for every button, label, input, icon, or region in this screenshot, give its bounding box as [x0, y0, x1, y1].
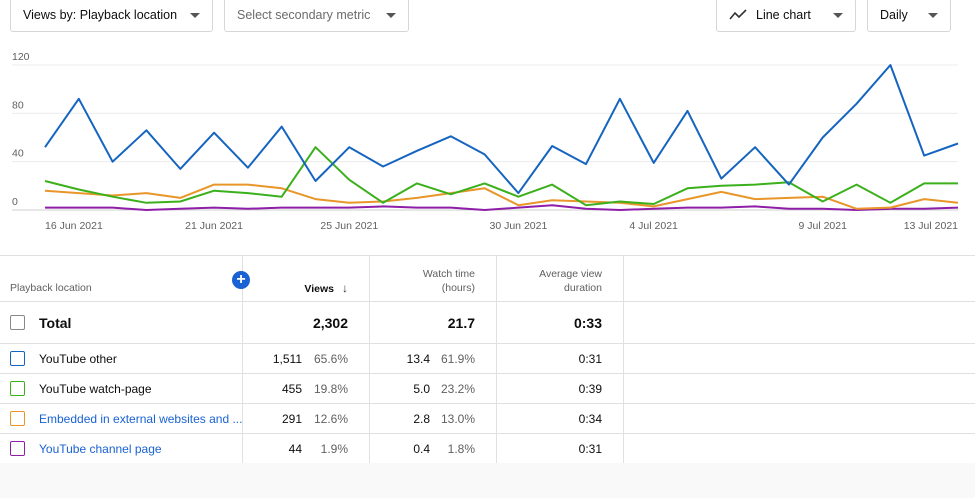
- row-views-percent: 65.6%: [313, 352, 348, 366]
- chevron-down-icon: [928, 12, 938, 18]
- row-views-percent: 1.9%: [320, 442, 348, 456]
- header-playback-location: Playback location: [10, 282, 92, 294]
- x-tick-label: 4 Jul 2021: [629, 220, 678, 232]
- y-tick-label: 40: [12, 148, 24, 160]
- period-dropdown[interactable]: Daily: [867, 0, 951, 32]
- series-checkbox[interactable]: [10, 351, 25, 366]
- row-label: YouTube other: [39, 352, 117, 366]
- series-checkbox[interactable]: [10, 381, 25, 396]
- line-chart: 0 40 80 120 16 Jun 2021 21 Jun 2021 25 Jun 202…: [12, 51, 959, 232]
- row-views: 455: [281, 382, 302, 396]
- header-watch-time[interactable]: Watch time (hours): [380, 267, 475, 295]
- column-divider: [369, 256, 370, 463]
- views-by-label: Views by: Playback location: [23, 8, 178, 22]
- column-divider: [496, 256, 497, 463]
- row-average-view-duration: 0:34: [578, 412, 602, 426]
- row-watch-time-percent: 61.9%: [440, 352, 475, 366]
- row-watch-time: 0.4: [413, 442, 430, 456]
- period-label: Daily: [880, 8, 908, 22]
- header-watch-time-line1: Watch time: [422, 268, 475, 280]
- header-watch-time-line2: (hours): [441, 282, 475, 294]
- add-column-button[interactable]: +: [232, 271, 250, 289]
- row-watch-time-percent: 23.2%: [440, 382, 475, 396]
- secondary-metric-label: Select secondary metric: [237, 8, 371, 22]
- row-label[interactable]: YouTube channel page: [39, 442, 162, 456]
- x-tick-label: 13 Jul 2021: [904, 220, 958, 232]
- sort-down-arrow-icon: ↓: [342, 281, 348, 295]
- row-watch-time-percent: 13.0%: [440, 412, 475, 426]
- x-tick-label: 16 Jun 2021: [45, 220, 103, 232]
- total-average-view-duration: 0:33: [573, 315, 602, 331]
- chevron-down-icon: [386, 12, 396, 18]
- row-watch-time: 5.0: [413, 382, 430, 396]
- y-tick-label: 0: [12, 196, 18, 208]
- row-average-view-duration: 0:31: [578, 442, 602, 456]
- x-tick-label: 30 Jun 2021: [490, 220, 548, 232]
- chevron-down-icon: [190, 12, 200, 18]
- secondary-metric-dropdown[interactable]: Select secondary metric: [224, 0, 409, 32]
- total-views: 2,302: [312, 315, 348, 331]
- chevron-down-icon: [833, 12, 843, 18]
- column-divider: [623, 256, 624, 463]
- series-line: [44, 146, 958, 207]
- column-divider: [242, 256, 243, 463]
- header-average-view-duration[interactable]: Average view duration: [505, 267, 602, 295]
- row-views: 291: [281, 412, 302, 426]
- total-row: Total 2,302 21.7 0:33: [0, 302, 975, 344]
- row-label[interactable]: Embedded in external websites and ...: [39, 412, 243, 426]
- y-tick-label: 120: [12, 51, 30, 63]
- header-avg-line2: duration: [564, 282, 602, 294]
- table-row: Embedded in external websites and ... 291…: [0, 404, 975, 434]
- chart-type-label: Line chart: [756, 8, 811, 22]
- table-row: YouTube other 1,511 65.6% 13.4 61.9% 0:31: [0, 344, 975, 374]
- y-tick-label: 80: [12, 99, 24, 111]
- row-views: 1,511: [272, 352, 302, 366]
- header-avg-line1: Average view: [539, 268, 602, 280]
- row-watch-time-percent: 1.8%: [447, 442, 475, 456]
- total-checkbox[interactable]: [10, 315, 25, 330]
- row-views: 44: [288, 442, 302, 456]
- row-average-view-duration: 0:39: [578, 382, 602, 396]
- row-views-percent: 12.6%: [313, 412, 348, 426]
- x-tick-label: 21 Jun 2021: [185, 220, 243, 232]
- series-checkbox[interactable]: [10, 441, 25, 456]
- playback-location-table: Playback location + Views ↓ Watch time (ho…: [0, 255, 975, 464]
- series-checkbox[interactable]: [10, 411, 25, 426]
- table-header-row: Playback location + Views ↓ Watch time (ho…: [0, 256, 975, 302]
- x-tick-label: 9 Jul 2021: [799, 220, 848, 232]
- row-average-view-duration: 0:31: [578, 352, 602, 366]
- total-watch-time: 21.7: [447, 315, 475, 331]
- series-line: [44, 183, 959, 210]
- table-row: YouTube channel page 44 1.9% 0.4 1.8% 0:31: [0, 434, 975, 464]
- line-chart-icon: [729, 9, 747, 20]
- header-views[interactable]: Views ↓: [260, 281, 348, 296]
- row-views-percent: 19.8%: [313, 382, 348, 396]
- row-label: YouTube watch-page: [39, 382, 152, 396]
- table-row: YouTube watch-page 455 19.8% 5.0 23.2% 0:39: [0, 374, 975, 404]
- views-by-dropdown[interactable]: Views by: Playback location: [10, 0, 213, 32]
- x-tick-label: 25 Jun 2021: [320, 220, 378, 232]
- header-views-label: Views: [304, 283, 334, 295]
- series-line: [44, 64, 959, 195]
- total-label: Total: [39, 315, 72, 331]
- row-watch-time: 2.8: [413, 412, 430, 426]
- row-watch-time: 13.4: [406, 352, 430, 366]
- footer-area: [0, 463, 975, 498]
- series-line: [45, 204, 959, 211]
- chart-type-dropdown[interactable]: Line chart: [716, 0, 856, 32]
